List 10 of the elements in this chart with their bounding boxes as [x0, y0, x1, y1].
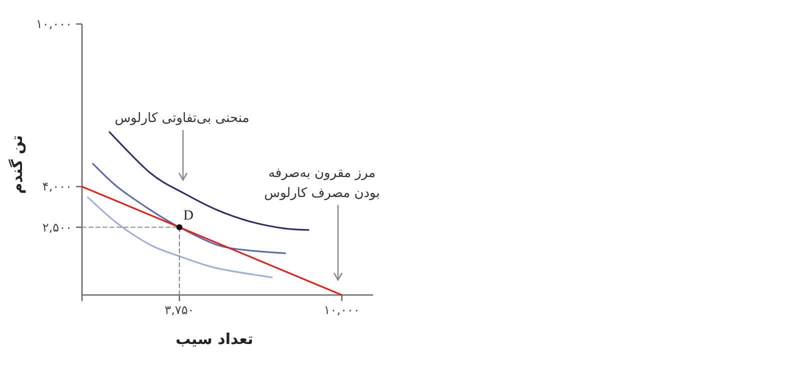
annotation: D: [183, 208, 194, 224]
x-tick-label: ۳,۷۵۰: [164, 303, 194, 317]
x-axis-title: تعداد سیب: [176, 330, 254, 348]
annotation: مرز مقرون به‌صرفه بودن مصرف کارلوس: [264, 166, 380, 201]
y-tick-label: ۴,۰۰۰: [42, 180, 72, 194]
y-axis-title: تن گندم: [8, 135, 26, 194]
line-series: [108, 131, 310, 231]
y-tick-label: ۱۰,۰۰۰: [36, 17, 72, 31]
y-tick-label: ۲,۵۰۰: [42, 220, 72, 234]
annotation: منحنی بی‌تفاوتی کارلوس: [114, 111, 250, 126]
